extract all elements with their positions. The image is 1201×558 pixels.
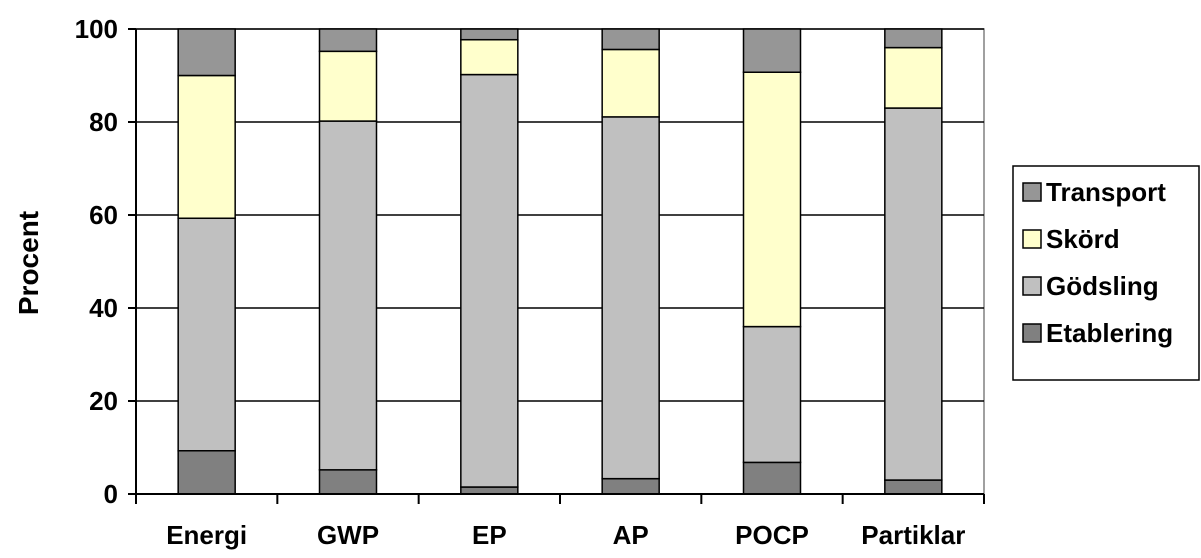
y-tick-label-0: 0 <box>104 479 118 509</box>
bar-ap-etablering <box>601 477 660 495</box>
bar-ep-etablering <box>460 486 519 495</box>
bar-partiklar-etablering <box>884 479 943 495</box>
bar-ap-skörd <box>601 48 660 118</box>
bars <box>177 28 943 495</box>
legend-swatch-gödsling <box>1022 276 1042 296</box>
bar-energi-skörd <box>177 74 236 220</box>
bar-pocp-transport <box>742 28 802 73</box>
x-tick-label-gwp: GWP <box>317 520 379 550</box>
legend: Transport Skörd Gödsling Etablering <box>1012 165 1200 381</box>
bar-ep-skörd <box>460 38 519 76</box>
x-tick-label-ap: AP <box>613 520 649 550</box>
bar-partiklar-transport <box>884 28 943 49</box>
bar-energi-transport <box>177 28 236 77</box>
bar-energi-etablering <box>177 450 236 495</box>
y-tick-label-80: 80 <box>89 107 118 137</box>
legend-label-transport: Transport <box>1046 177 1166 207</box>
legend-swatch-skörd <box>1022 229 1042 249</box>
bar-gwp-gödsling <box>318 120 378 471</box>
bar-partiklar-gödsling <box>884 107 943 481</box>
bar-pocp-etablering <box>742 461 802 495</box>
y-tick-label-40: 40 <box>89 293 118 323</box>
bar-ap-transport <box>601 28 660 51</box>
legend-label-skörd: Skörd <box>1046 224 1120 254</box>
y-axis-title: Procent <box>13 211 44 315</box>
bar-partiklar-skörd <box>884 46 943 109</box>
x-tick-label-ep: EP <box>472 520 507 550</box>
bar-energi-gödsling <box>177 217 236 452</box>
x-tick-label-energi: Energi <box>166 520 247 550</box>
bar-gwp-skörd <box>318 50 378 122</box>
bar-pocp-gödsling <box>742 325 802 464</box>
legend-label-gödsling: Gödsling <box>1046 271 1159 301</box>
legend-swatch-transport <box>1022 182 1042 202</box>
bar-pocp-skörd <box>742 71 802 328</box>
axes <box>128 28 985 504</box>
legend-box <box>1012 165 1200 381</box>
y-tick-labels: 0 20 40 60 80 100 <box>75 14 118 509</box>
y-tick-label-20: 20 <box>89 386 118 416</box>
x-tick-label-pocp: POCP <box>735 520 809 550</box>
bar-gwp-transport <box>318 28 378 53</box>
bar-ep-transport <box>460 28 519 41</box>
y-tick-label-60: 60 <box>89 200 118 230</box>
legend-swatch-etablering <box>1022 323 1042 343</box>
bar-gwp-etablering <box>318 469 378 495</box>
legend-label-etablering: Etablering <box>1046 318 1173 348</box>
bar-ep-gödsling <box>460 73 519 488</box>
y-tick-label-100: 100 <box>75 14 118 44</box>
bar-ap-gödsling <box>601 116 660 480</box>
x-tick-label-partiklar: Partiklar <box>861 520 965 550</box>
x-category-labels: Energi GWP EP AP POCP Partiklar <box>166 520 965 550</box>
